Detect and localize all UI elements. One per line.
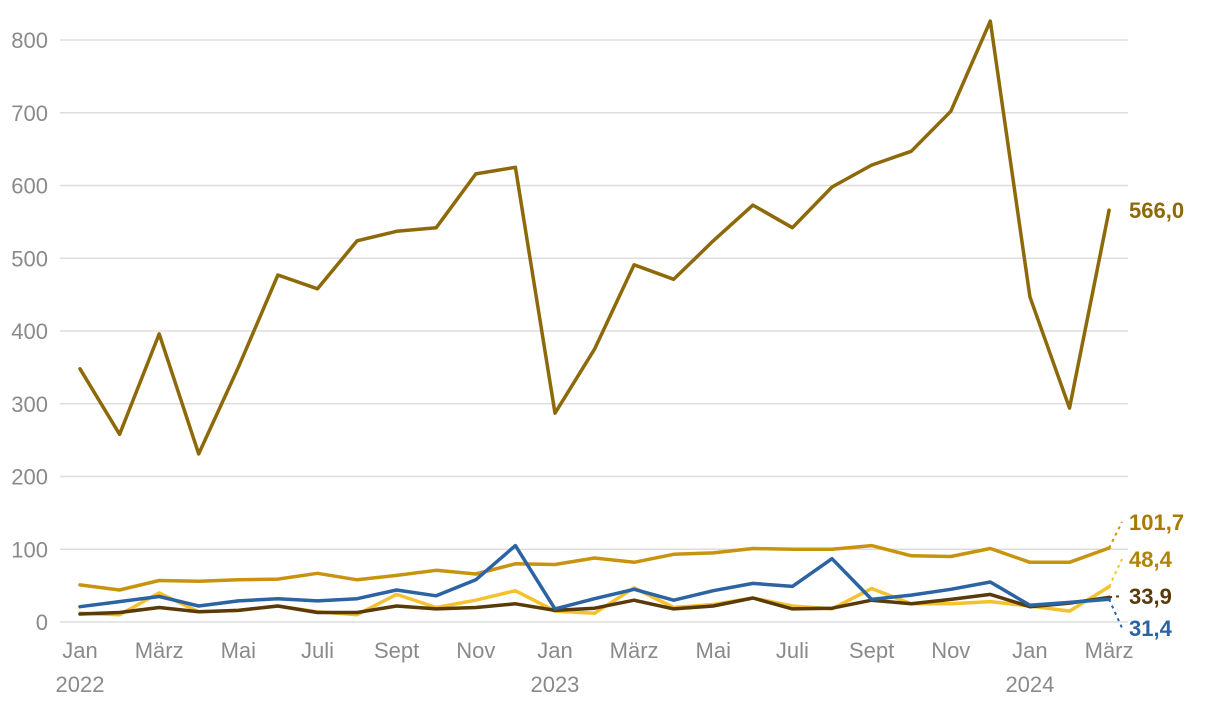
- x-tick-label: Mai: [221, 638, 256, 663]
- end-label-series-3: 48,4: [1129, 547, 1173, 572]
- x-tick-label: Jan: [1012, 638, 1047, 663]
- end-label-series-1: 566,0: [1129, 198, 1184, 223]
- y-tick-label: 0: [36, 610, 48, 635]
- connector-series-5: [1108, 595, 1123, 599]
- x-tick-label: Nov: [456, 638, 495, 663]
- line-series-1: [78, 19, 1111, 456]
- x-axis-ticks: Jan 2022 März Mai Juli Sept Nov Jan 2023 März Mai J…: [56, 638, 1134, 697]
- connector-series-3: [1108, 558, 1123, 588]
- x-tick-label: Jan: [62, 638, 97, 663]
- x-tick-label: Nov: [931, 638, 970, 663]
- line-series-4: [78, 543, 1111, 611]
- x-tick-label: Juli: [301, 638, 334, 663]
- y-tick-label: 200: [11, 465, 48, 490]
- y-tick-label: 400: [11, 319, 48, 344]
- series-lines: [78, 19, 1111, 617]
- y-tick-label: 100: [11, 537, 48, 562]
- x-tick-year: 2023: [530, 672, 579, 697]
- end-label-series-5: 33,9: [1129, 584, 1172, 609]
- connector-series-2: [1108, 521, 1123, 549]
- x-tick-label: März: [1085, 638, 1134, 663]
- y-tick-label: 700: [11, 101, 48, 126]
- x-tick-label: Sept: [374, 638, 419, 663]
- y-axis-ticks: 0 100 200 300 400 500 600 700 800: [11, 28, 48, 635]
- line-series-2: [78, 543, 1111, 592]
- end-label-series-2: 101,7: [1129, 510, 1184, 535]
- x-tick-year: 2022: [56, 672, 105, 697]
- x-tick-label: März: [610, 638, 659, 663]
- end-labels: 566,0 101,7 48,4 31,4 33,9: [1108, 198, 1184, 641]
- x-tick-label: Sept: [849, 638, 894, 663]
- gridlines: [60, 39, 1128, 623]
- y-tick-label: 600: [11, 174, 48, 199]
- x-tick-label: Mai: [696, 638, 731, 663]
- y-tick-label: 800: [11, 28, 48, 53]
- x-tick-label: März: [135, 638, 184, 663]
- connector-series-4: [1108, 598, 1123, 629]
- x-tick-label: Juli: [776, 638, 809, 663]
- y-tick-label: 500: [11, 246, 48, 271]
- end-label-series-4: 31,4: [1129, 616, 1173, 641]
- x-tick-label: Jan: [537, 638, 572, 663]
- line-series-5: [78, 592, 1111, 616]
- x-tick-year: 2024: [1005, 672, 1054, 697]
- y-tick-label: 300: [11, 392, 48, 417]
